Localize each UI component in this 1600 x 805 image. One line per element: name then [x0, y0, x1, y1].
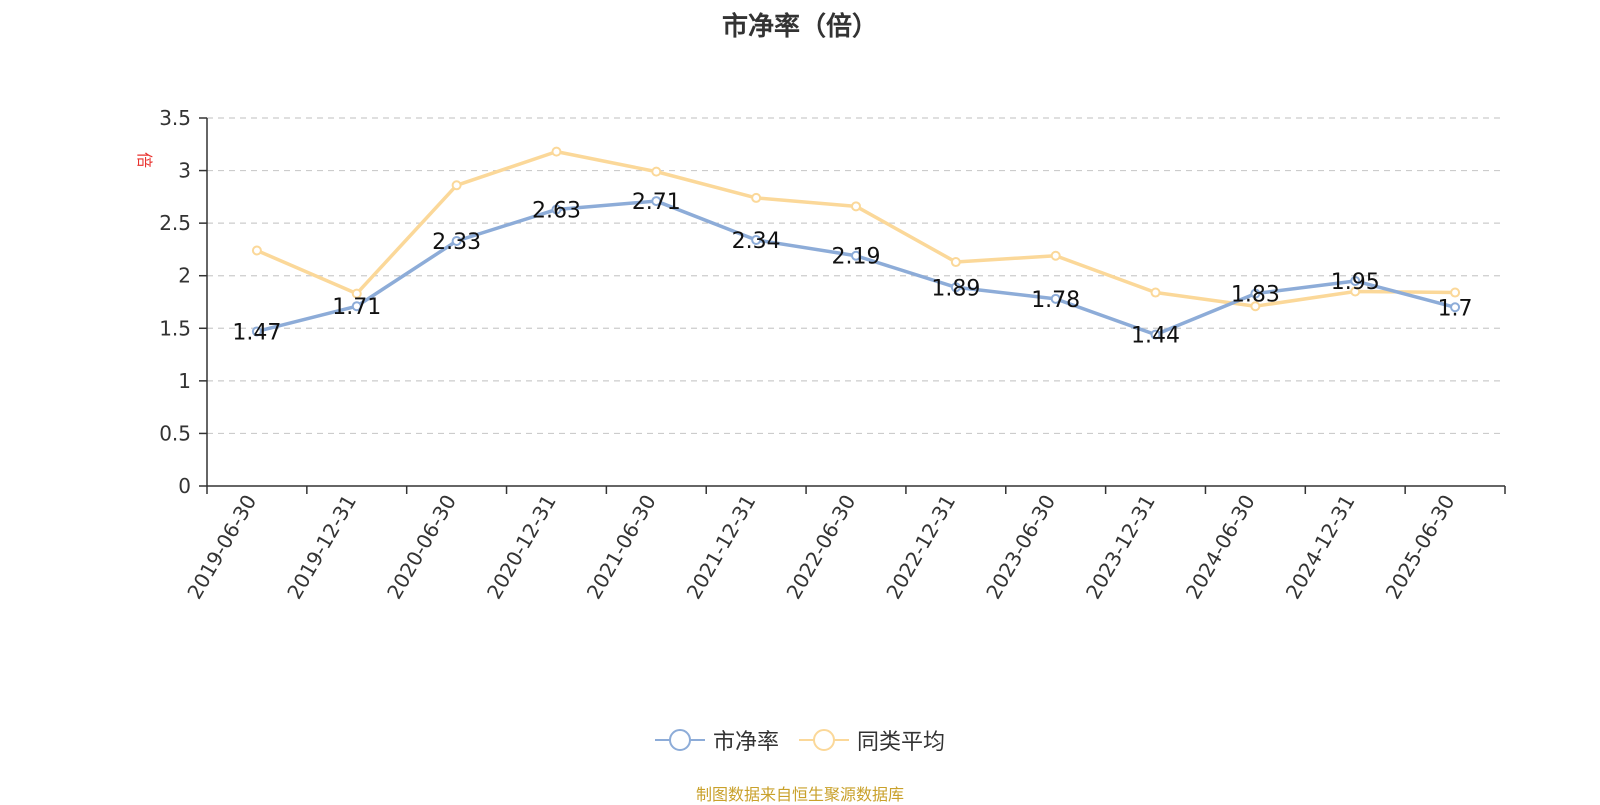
data-label: 1.95	[1331, 270, 1380, 295]
data-point-series-1	[251, 326, 262, 337]
data-label: 2.34	[732, 229, 781, 254]
data-point-series-2	[251, 245, 262, 256]
chart-title: 市净率（倍）	[721, 12, 878, 42]
data-label: 1.83	[1231, 283, 1280, 308]
data-label: 1.78	[1031, 288, 1080, 313]
y-tick-label: 2.5	[159, 211, 191, 235]
x-tick-label: 2022-06-30	[781, 491, 860, 604]
line-chart: 0 0.5 1 1.5 2 2.5 3 3.5 2019-06-30 2019-12-31 2020…	[159, 106, 1506, 604]
data-point-series-2	[751, 192, 762, 203]
x-tick-label: 2025-06-30	[1381, 491, 1460, 604]
data-point-series-1	[1150, 329, 1161, 340]
data-point-series-1	[1250, 288, 1261, 299]
data-point-series-1	[950, 282, 961, 293]
x-tick-label: 2020-12-31	[482, 491, 561, 604]
data-label: 2.71	[632, 190, 681, 215]
x-tick-label: 2023-12-31	[1081, 491, 1160, 604]
y-tick-label: 3.5	[159, 106, 191, 130]
data-point-series-2	[1250, 301, 1261, 312]
x-tick-label: 2021-06-30	[582, 491, 661, 604]
legend-label-series-2: 同类平均	[857, 730, 946, 755]
y-tick-label: 1	[178, 369, 191, 393]
x-tick-label: 2022-12-31	[881, 491, 960, 604]
data-point-series-1	[551, 204, 562, 215]
data-point-series-1	[1450, 302, 1461, 313]
data-label: 2.63	[532, 198, 581, 223]
data-point-series-1	[1350, 275, 1361, 286]
data-point-series-1	[751, 234, 762, 245]
data-label: 1.89	[931, 276, 980, 301]
data-point-series-2	[1350, 286, 1361, 297]
data-label: 1.47	[232, 320, 281, 345]
data-point-series-2	[1050, 250, 1061, 261]
data-point-series-1	[851, 250, 861, 261]
data-point-series-2	[1150, 287, 1161, 298]
y-tick-label: 0	[178, 474, 191, 498]
x-tick-label: 2021-12-31	[682, 491, 761, 604]
legend-marker-series-1	[654, 729, 705, 751]
data-label: 1.7	[1438, 296, 1473, 321]
data-point-series-2	[1450, 287, 1461, 298]
source-note: 制图数据来自恒生聚源数据库	[695, 785, 904, 804]
legend-item-series-2[interactable]: 同类平均	[799, 724, 945, 756]
legend-label-series-1: 市净率	[712, 730, 779, 755]
data-point-series-2	[651, 166, 662, 177]
x-tick-label: 2023-06-30	[981, 491, 1060, 604]
data-label: 1.71	[332, 295, 381, 320]
y-tick-label: 1.5	[159, 316, 191, 340]
data-point-series-2	[351, 288, 362, 299]
data-point-series-1	[451, 236, 462, 247]
data-point-series-2	[851, 201, 861, 212]
x-tick-label: 2019-12-31	[282, 491, 361, 604]
data-label: 1.44	[1131, 324, 1180, 349]
data-point-series-2	[950, 257, 961, 268]
x-tick-label: 2024-12-31	[1281, 491, 1360, 604]
x-tick-label: 2024-06-30	[1181, 491, 1260, 604]
data-point-series-1	[351, 301, 362, 312]
y-tick-label: 2	[178, 264, 191, 288]
data-point-series-2	[551, 146, 562, 157]
legend-marker-series-2	[799, 729, 849, 751]
x-tick-label: 2019-06-30	[182, 491, 261, 604]
data-label: 2.33	[432, 230, 481, 255]
y-tick-label: 3	[178, 159, 191, 183]
legend-item-series-1[interactable]: 市净率	[654, 724, 779, 756]
data-point-series-1	[651, 196, 662, 207]
data-point-series-1	[1050, 293, 1061, 304]
y-tick-label: 0.5	[159, 421, 191, 445]
legend: 市净率 同类平均	[0, 724, 1600, 756]
x-tick-label: 2020-06-30	[382, 490, 461, 603]
data-point-series-2	[451, 180, 462, 191]
data-label: 2.19	[832, 245, 881, 270]
